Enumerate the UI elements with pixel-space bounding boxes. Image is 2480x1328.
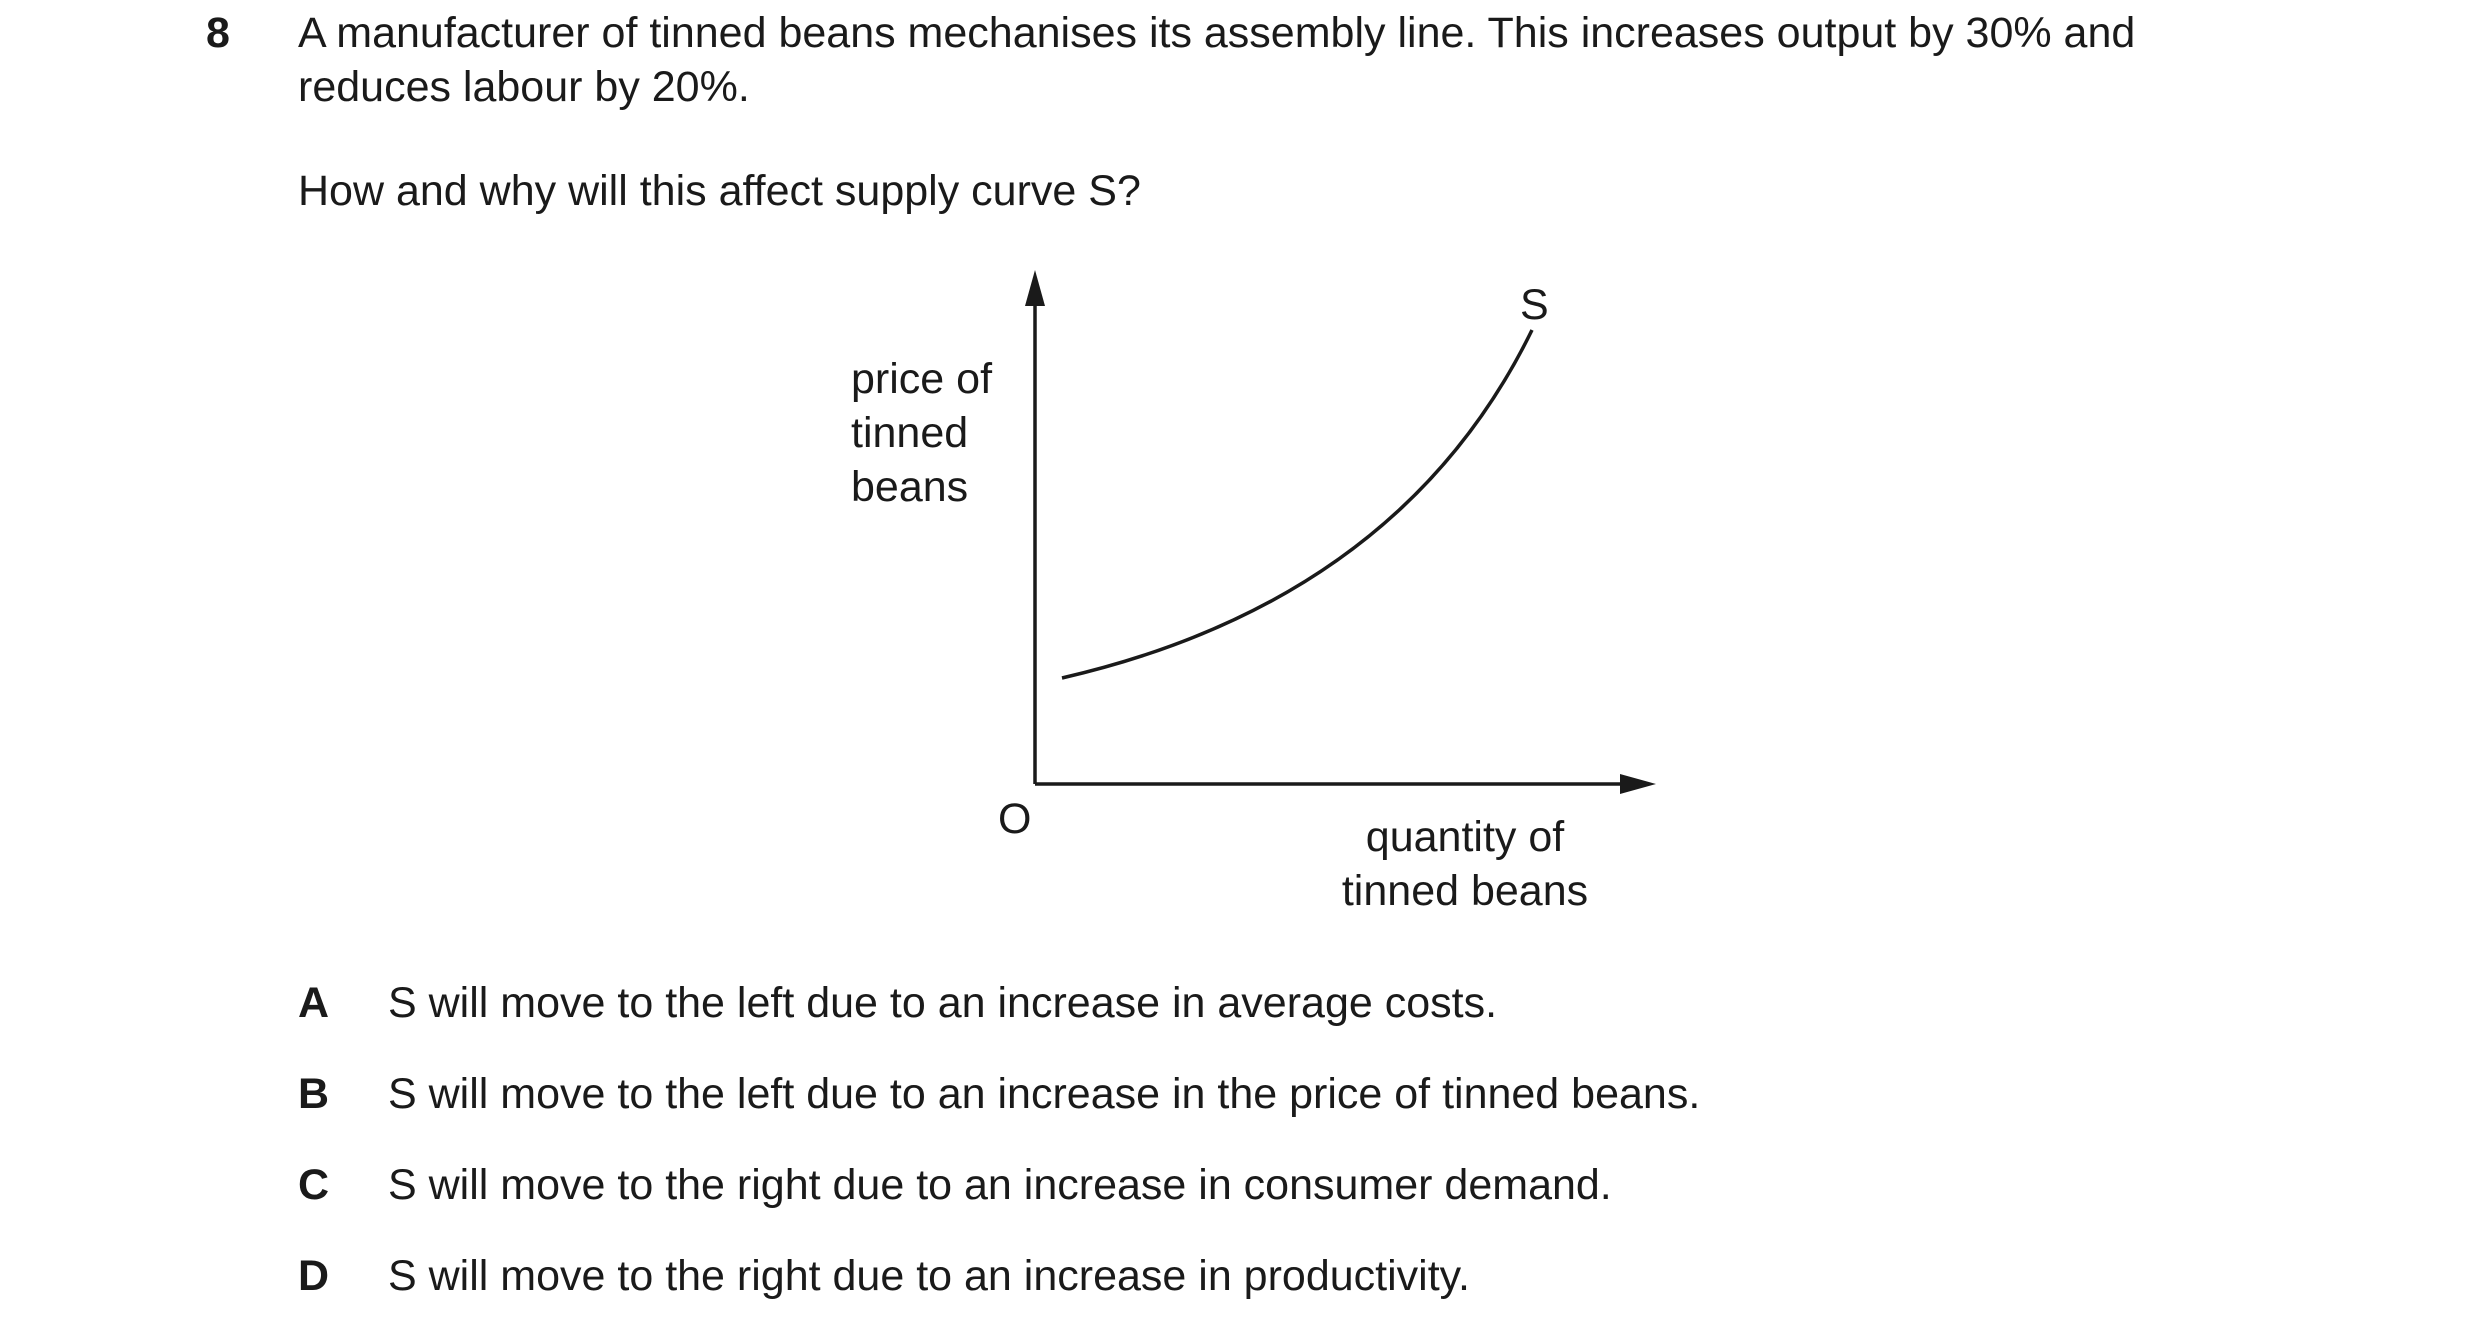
question-number: 8 xyxy=(206,9,230,57)
option-letter: D xyxy=(298,1252,330,1300)
question-prompt: How and why will this affect supply curv… xyxy=(298,167,1141,215)
y-axis-label: price of tinned beans xyxy=(851,352,992,514)
y-axis-label-line-2: tinned xyxy=(851,409,969,457)
option-letter: B xyxy=(298,1070,330,1118)
y-axis-arrowhead xyxy=(1025,270,1045,306)
x-axis-label-line-1: quantity of xyxy=(1365,813,1565,861)
x-axis-label: quantity of tinned beans xyxy=(1336,810,1594,918)
option-letter: A xyxy=(298,979,330,1027)
option-text: S will move to the right due to an incre… xyxy=(388,1252,1470,1300)
question-stem-line-2: reduces labour by 20%. xyxy=(298,63,750,111)
option-text: S will move to the left due to an increa… xyxy=(388,979,1498,1027)
y-axis-label-line-1: price of xyxy=(851,355,993,403)
x-axis-label-line-2: tinned beans xyxy=(1341,867,1589,915)
supply-curve-label: S xyxy=(1520,281,1549,329)
option-letter: C xyxy=(298,1161,330,1209)
x-axis-arrowhead xyxy=(1620,774,1656,794)
option-text: S will move to the right due to an incre… xyxy=(388,1161,1612,1209)
supply-curve xyxy=(1061,329,1534,680)
option-text: S will move to the left due to an increa… xyxy=(388,1070,1701,1118)
question-stem: A manufacturer of tinned beans mechanise… xyxy=(298,6,2378,114)
question-stem-line-1: A manufacturer of tinned beans mechanise… xyxy=(298,9,2136,57)
y-axis-label-line-3: beans xyxy=(851,463,969,511)
origin-label: O xyxy=(998,795,1032,843)
